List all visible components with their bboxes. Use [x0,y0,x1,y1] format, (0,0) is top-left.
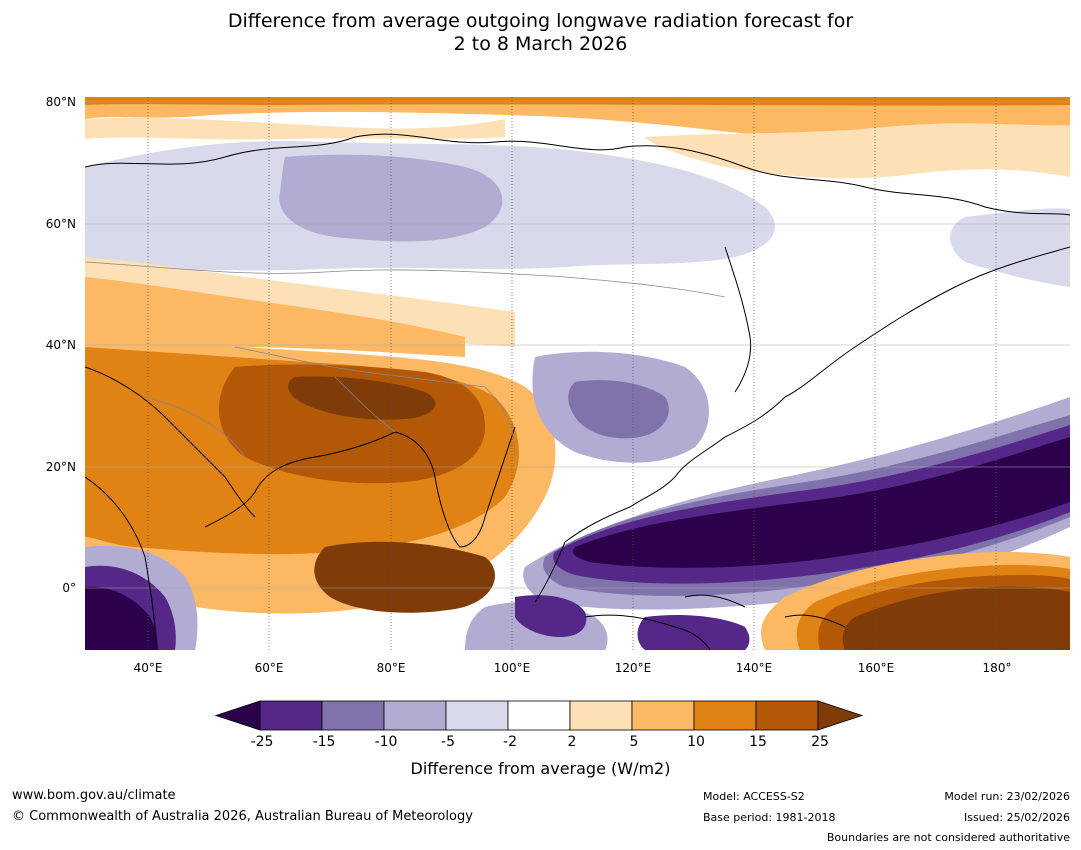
legend-tick: -10 [374,734,398,750]
anomaly-region [515,595,587,637]
legend-title: Difference from average (W/m2) [410,759,671,778]
copyright-text: © Commonwealth of Australia 2026, Austra… [12,809,473,824]
colorbar-segment [693,700,757,731]
lat-label: 60°N [45,217,76,231]
lat-label: 40°N [45,338,76,352]
anomaly-region [568,380,669,439]
anomaly-region [314,541,495,613]
legend-tick: -5 [441,734,455,750]
anomaly-region [645,123,1070,179]
legend-tick: 25 [811,734,829,750]
colorbar-arrow-low [214,700,261,731]
base-period: Base period: 1981-2018 [703,811,836,824]
colorbar-segment [507,700,571,731]
issued-date: Issued: 25/02/2026 [963,811,1070,824]
graticule [147,97,997,650]
colorbar [214,700,867,736]
anomaly-map [85,97,1070,650]
colorbar-segment [259,700,323,731]
lon-label: 60°E [254,661,284,675]
colorbar-segment [383,700,447,731]
lon-label: 100°E [493,661,531,675]
chart-title: Difference from average outgoing longwav… [0,10,1081,56]
title-line-2: 2 to 8 March 2026 [453,33,628,55]
anomaly-region [288,376,436,420]
anomaly-region [842,586,1070,650]
legend-tick: 15 [749,734,767,750]
legend-tick: -25 [250,734,274,750]
graticule [85,101,1070,589]
lon-label: 180° [982,661,1012,675]
disclaimer: Boundaries are not considered authoritat… [826,831,1070,844]
lon-label: 120°E [614,661,652,675]
colorbar-arrow-high [817,700,864,731]
anomaly-region [85,277,465,357]
lon-label: 40°E [133,661,163,675]
anomaly-region [572,437,1070,568]
anomaly-region [85,586,158,650]
lon-label: 140°E [735,661,773,675]
map-canvas [85,97,1070,650]
title-line-1: Difference from average outgoing longwav… [227,10,854,32]
legend-tick: -2 [503,734,517,750]
colorbar-segment [755,700,819,731]
website-link[interactable]: www.bom.gov.au/climate [12,788,176,803]
legend-tick: -15 [312,734,336,750]
colorbar-segment [631,700,695,731]
lon-label: 160°E [857,661,895,675]
coastlines [85,133,1070,650]
colorbar-segment [569,700,633,731]
anomaly-region [85,97,1070,106]
anomaly-region [279,154,503,242]
model-name: Model: ACCESS-S2 [703,790,805,803]
anomaly-region [85,117,505,140]
model-run-date: Model run: 23/02/2026 [944,790,1070,803]
lat-label: 20°N [45,460,76,474]
legend-tick: 5 [629,734,639,750]
legend-tick: 10 [687,734,705,750]
colorbar-svg [214,700,864,731]
legend-tick: 2 [567,734,577,750]
colorbar-segment [321,700,385,731]
country-boundaries [85,261,726,458]
lat-label: 80°N [45,95,76,109]
lon-label: 80°E [376,661,406,675]
lat-label: 0° [62,581,76,595]
colorbar-segment [445,700,509,731]
anomaly-region [950,208,1070,287]
